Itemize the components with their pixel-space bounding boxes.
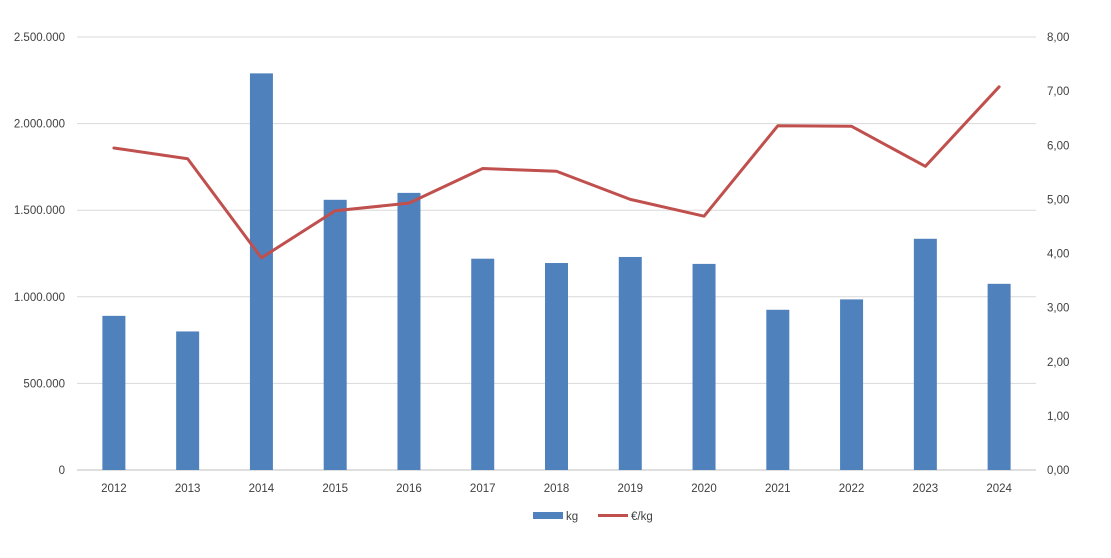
left-y-tick-label: 1.500.000 xyxy=(14,205,65,217)
x-tick-label: 2023 xyxy=(913,483,939,495)
right-y-tick-label: 3,00 xyxy=(1047,303,1069,315)
right-y-axis: 0,00 1,00 2,00 3,00 4,00 5,00 6,00 7,00 8,00 xyxy=(1047,32,1069,477)
bar-kg-2019 xyxy=(619,257,642,470)
bar-kg-2024 xyxy=(988,284,1011,470)
left-y-tick-label: 0 xyxy=(59,465,65,477)
bar-kg-2017 xyxy=(471,259,494,470)
x-tick-label: 2015 xyxy=(322,483,348,495)
x-tick-label: 2022 xyxy=(839,483,865,495)
right-y-tick-label: 2,00 xyxy=(1047,357,1069,369)
x-tick-label: 2018 xyxy=(544,483,570,495)
line-series-eur-per-kg xyxy=(114,87,999,258)
left-y-tick-label: 2.000.000 xyxy=(14,119,65,131)
right-y-tick-label: 0,00 xyxy=(1047,465,1069,477)
x-tick-label: 2020 xyxy=(691,483,717,495)
right-y-tick-label: 5,00 xyxy=(1047,194,1069,206)
bar-kg-2014 xyxy=(250,73,273,470)
left-y-tick-label: 500.000 xyxy=(23,378,65,390)
left-y-axis: 0 500.000 1.000.000 1.500.000 2.000.000 2.500… xyxy=(14,32,65,477)
x-tick-label: 2017 xyxy=(470,483,496,495)
bar-kg-2020 xyxy=(693,264,716,470)
bar-kg-2016 xyxy=(397,193,420,470)
x-tick-label: 2014 xyxy=(249,483,275,495)
x-tick-label: 2016 xyxy=(396,483,422,495)
bar-series-kg xyxy=(102,73,1010,470)
bar-kg-2013 xyxy=(176,331,199,470)
right-y-tick-label: 7,00 xyxy=(1047,86,1069,98)
legend: kg €/kg xyxy=(533,511,653,523)
bar-kg-2023 xyxy=(914,239,937,470)
x-axis: 2012 2013 2014 2015 2016 2017 2018 2019 2020 2021… xyxy=(101,483,1012,495)
left-y-tick-label: 2.500.000 xyxy=(14,32,65,44)
bar-kg-2012 xyxy=(102,316,125,470)
x-tick-label: 2021 xyxy=(765,483,791,495)
right-y-tick-label: 8,00 xyxy=(1047,32,1069,44)
legend-swatch-kg xyxy=(533,512,563,519)
legend-item-eur-per-kg: €/kg xyxy=(598,511,653,523)
right-y-tick-label: 4,00 xyxy=(1047,249,1069,261)
left-y-tick-label: 1.000.000 xyxy=(14,292,65,304)
x-tick-label: 2019 xyxy=(617,483,643,495)
x-tick-label: 2013 xyxy=(175,483,201,495)
bar-kg-2021 xyxy=(766,310,789,470)
line-eur-per-kg xyxy=(114,87,999,258)
right-y-tick-label: 6,00 xyxy=(1047,140,1069,152)
legend-label-kg: kg xyxy=(566,511,578,523)
legend-item-kg: kg xyxy=(533,511,578,523)
x-tick-label: 2024 xyxy=(986,483,1012,495)
bar-kg-2015 xyxy=(324,200,347,470)
right-y-tick-label: 1,00 xyxy=(1047,411,1069,423)
x-tick-label: 2012 xyxy=(101,483,127,495)
bar-kg-2022 xyxy=(840,299,863,470)
bar-kg-2018 xyxy=(545,263,568,470)
legend-label-eur-per-kg: €/kg xyxy=(631,511,653,523)
